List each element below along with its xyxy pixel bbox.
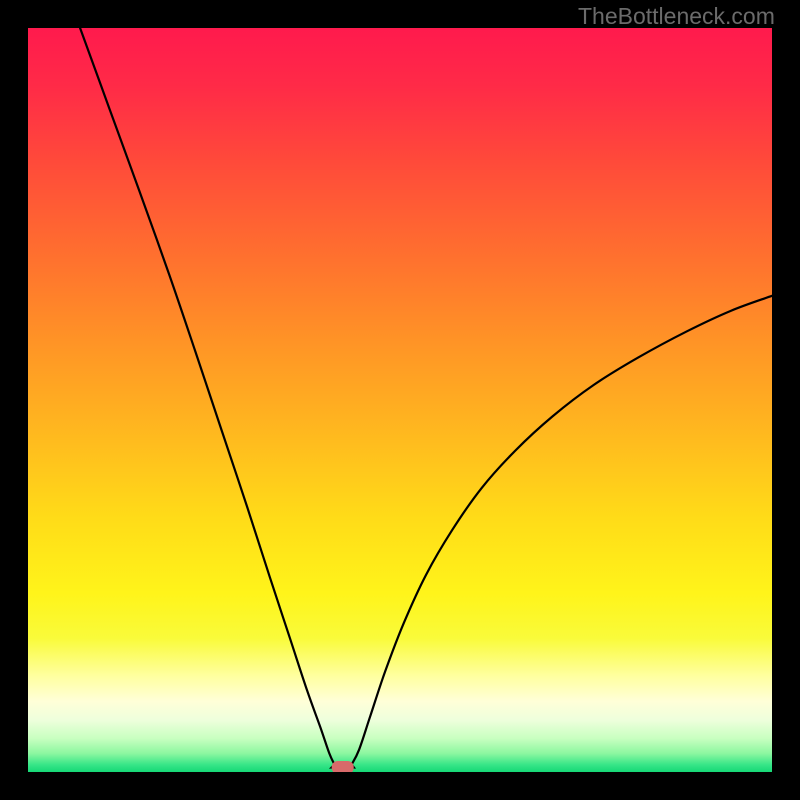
plot-area [28, 28, 772, 772]
optimal-point-marker [332, 761, 354, 772]
gradient-background [28, 28, 772, 772]
watermark-text: TheBottleneck.com [578, 3, 775, 30]
chart-svg [28, 28, 772, 772]
